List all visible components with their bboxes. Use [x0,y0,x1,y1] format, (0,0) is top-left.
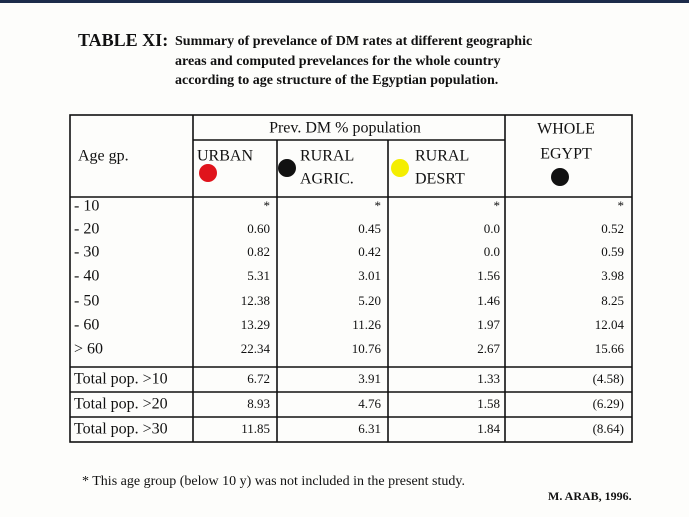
cell: 6.31 [358,421,381,436]
title-label: TABLE XI: [78,30,168,50]
cell: 0.59 [601,244,624,259]
title-line: areas and computed prevelances for the w… [175,54,500,69]
cell: 5.20 [358,293,381,308]
cell: 0.0 [484,221,500,236]
row-label: Total pop. >10 [74,371,168,388]
cell: 3.01 [358,268,381,283]
cell: 13.29 [241,317,270,332]
cell: 2.67 [477,341,500,356]
cell: 3.91 [358,371,381,386]
column-header: RURAL [300,148,354,165]
group-header: Prev. DM % population [269,120,421,137]
title-line: Summary of prevelance of DM rates at dif… [175,34,532,49]
cell: 1.33 [477,371,500,386]
table-border [69,114,633,443]
cell: * [264,198,271,213]
cell: * [375,198,382,213]
cell: (4.58) [593,371,624,386]
cell: 4.76 [358,396,381,411]
cell: 0.0 [484,244,500,259]
credit: M. ARAB, 1996. [548,489,632,503]
top-band [0,0,689,3]
cell: 11.26 [352,317,381,332]
cell: 10.76 [352,341,382,356]
cell: 1.84 [477,421,500,436]
column-header: RURAL [415,148,469,165]
row-label: - 40 [74,268,99,285]
column-dot [278,159,296,177]
row-label: - 10 [74,198,99,215]
row-label: Total pop. >20 [74,396,168,413]
age-header: Age gp. [78,148,129,165]
cell: (8.64) [593,421,624,436]
cell: 0.52 [601,221,624,236]
column-dot [551,168,569,186]
column-dot [391,159,409,177]
cell: 0.60 [247,221,270,236]
column-dot [199,164,217,182]
cell: 12.04 [595,317,625,332]
row-label: > 60 [74,341,103,358]
cell: 11.85 [241,421,270,436]
cell: 0.82 [247,244,270,259]
column-header: URBAN [197,148,253,165]
cell: 1.46 [477,293,500,308]
row-label: - 50 [74,293,99,310]
cell: 1.56 [477,268,500,283]
cell: 8.93 [247,396,270,411]
cell: 1.97 [477,317,500,332]
column-header: EGYPT [540,146,592,163]
row-label: - 20 [74,221,99,238]
row-label: - 30 [74,244,99,261]
row-label: Total pop. >30 [74,421,168,438]
cell: 6.72 [247,371,270,386]
cell: 15.66 [595,341,625,356]
cell: * [494,198,501,213]
cell: 5.31 [247,268,270,283]
row-label: - 60 [74,317,99,334]
cell: 1.58 [477,396,500,411]
cell: 12.38 [241,293,270,308]
cell: (6.29) [593,396,624,411]
column-header: WHOLE [537,121,595,138]
column-header: DESRT [415,171,465,188]
column-header: AGRIC. [300,171,354,188]
cell: 8.25 [601,293,624,308]
footnote: * This age group (below 10 y) was not in… [82,474,465,489]
table: Age gp. Prev. DM % population URBAN RURAL AG… [69,114,633,443]
cell: * [618,198,625,213]
cell: 0.42 [358,244,381,259]
cell: 3.98 [601,268,624,283]
cell: 0.45 [358,221,381,236]
cell: 22.34 [241,341,271,356]
title-line: according to age structure of the Egypti… [175,73,498,88]
